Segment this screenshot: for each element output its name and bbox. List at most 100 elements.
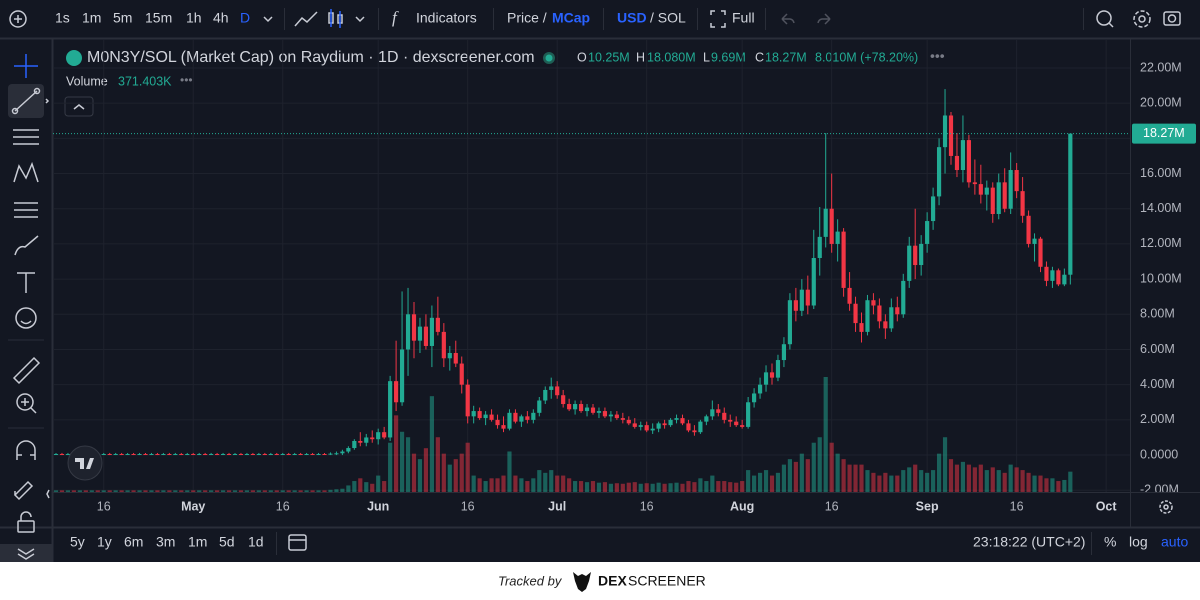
interval[interactable]: 1s — [55, 10, 70, 26]
volume-bar — [716, 481, 721, 492]
brush-tool[interactable] — [14, 235, 39, 256]
alert-icon[interactable] — [1096, 10, 1114, 28]
dexscreener-logo — [573, 572, 591, 592]
candle-body — [590, 407, 596, 413]
volume-bar — [853, 464, 858, 492]
zoom-tool[interactable] — [16, 393, 37, 414]
volume-bar — [644, 483, 649, 492]
candle-body — [984, 187, 989, 195]
range-button[interactable]: 5y — [70, 534, 85, 550]
volume-bar — [590, 481, 596, 492]
fullscreen-button[interactable]: Full — [732, 10, 755, 26]
candle-body — [447, 353, 452, 359]
volume-bar — [161, 490, 166, 492]
candle-body — [53, 453, 59, 455]
legend-more[interactable]: ••• — [930, 48, 945, 64]
volume-bar — [895, 475, 900, 492]
collapse-tool[interactable] — [17, 548, 35, 560]
candle-body — [596, 411, 602, 413]
volume-bar — [334, 489, 339, 492]
usd-toggle[interactable]: USD — [617, 10, 647, 26]
candle-body — [722, 412, 727, 420]
candle-body — [913, 245, 918, 266]
log-toggle[interactable]: log — [1129, 534, 1148, 550]
volume-bar — [787, 459, 792, 492]
candle-body — [990, 187, 995, 215]
tv-badge[interactable] — [67, 445, 103, 481]
axis-settings-icon[interactable] — [1159, 500, 1173, 514]
pattern-tool[interactable] — [13, 161, 39, 183]
lock-tool[interactable] — [17, 511, 35, 533]
mcap-toggle[interactable]: MCap — [552, 10, 590, 26]
tool-expand[interactable] — [46, 489, 50, 499]
interval[interactable]: 5m — [113, 10, 132, 26]
range-button[interactable]: 1d — [248, 534, 264, 550]
undo-icon[interactable] — [781, 13, 795, 25]
crosshair-tool[interactable] — [14, 54, 38, 78]
indicators-button[interactable]: Indicators — [416, 10, 477, 26]
range-button[interactable]: 3m — [156, 534, 175, 550]
interval[interactable]: 15m — [145, 10, 172, 26]
candle-body — [322, 453, 327, 455]
volume-bar — [167, 490, 172, 492]
candle-body — [113, 453, 118, 455]
trendline-tool[interactable] — [11, 87, 41, 115]
collapse-legend[interactable] — [64, 96, 94, 117]
y-tick-label: -2.00M — [1140, 483, 1179, 497]
volume-bar — [936, 453, 942, 492]
volume-bar — [179, 490, 184, 492]
candle-body — [459, 363, 464, 385]
volume-bar — [441, 453, 446, 492]
range-button[interactable]: 5d — [219, 534, 235, 550]
candle-body — [286, 453, 291, 455]
candle-body — [954, 155, 960, 171]
forecast-tool[interactable] — [14, 202, 38, 218]
interval[interactable]: 4h — [213, 10, 229, 26]
fullscreen-icon[interactable] — [710, 10, 726, 28]
chevron[interactable] — [263, 16, 273, 23]
candle-body — [555, 386, 560, 396]
candle-icon[interactable] — [328, 9, 343, 28]
volume-bar — [656, 482, 661, 492]
snapshot-icon[interactable] — [1163, 11, 1181, 26]
interval-active[interactable]: D — [240, 10, 250, 26]
fib-tool[interactable] — [13, 129, 39, 145]
volume-bar — [113, 490, 118, 492]
magnet-tool[interactable] — [16, 440, 36, 460]
text-tool[interactable] — [17, 272, 35, 293]
range-button[interactable]: 1y — [97, 534, 112, 550]
range-button[interactable]: 1m — [188, 534, 207, 550]
volume-bar — [459, 453, 464, 492]
add-symbol-icon[interactable] — [9, 10, 27, 28]
interval[interactable]: 1m — [82, 10, 101, 26]
volume-bar — [984, 470, 989, 492]
tool-expand[interactable] — [45, 98, 50, 104]
emoji-tool[interactable] — [15, 307, 37, 329]
volume-bar — [149, 490, 154, 492]
sol-toggle[interactable]: / SOL — [650, 10, 686, 26]
line-chart-icon[interactable] — [294, 11, 318, 27]
price-toggle[interactable]: Price / — [507, 10, 547, 26]
volume-bar — [209, 490, 214, 492]
chevron[interactable] — [355, 16, 365, 23]
stay-drawing-tool[interactable] — [13, 480, 34, 501]
auto-toggle[interactable]: auto — [1161, 534, 1188, 550]
volume-bar — [913, 464, 918, 492]
volume-bar — [698, 478, 703, 492]
volume-bar — [89, 490, 94, 492]
settings-icon[interactable] — [1133, 10, 1151, 28]
volume-bar — [286, 490, 291, 492]
volume-bar — [238, 490, 244, 492]
redo-icon[interactable] — [817, 13, 831, 25]
indicators-icon[interactable]: f — [392, 8, 399, 27]
ruler-tool[interactable] — [12, 356, 41, 385]
goto-date-icon[interactable] — [288, 534, 307, 551]
volume-bar — [859, 464, 864, 492]
candle-body — [1002, 182, 1007, 209]
percent-toggle[interactable]: % — [1104, 534, 1116, 550]
candle-body — [1068, 133, 1073, 275]
volume-more[interactable]: ••• — [180, 73, 193, 87]
range-button[interactable]: 6m — [124, 534, 143, 550]
candle-body — [268, 453, 273, 455]
interval[interactable]: 1h — [186, 10, 202, 26]
